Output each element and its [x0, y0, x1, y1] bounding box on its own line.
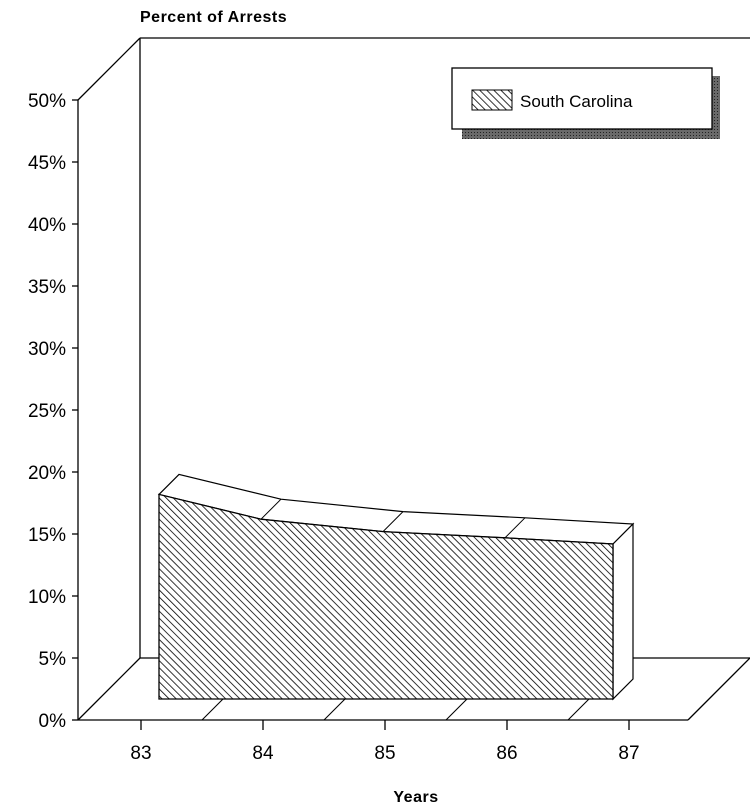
legend: South Carolina	[451, 67, 720, 139]
x-tick-label: 86	[496, 743, 517, 764]
depth-bottom-right-line	[687, 657, 750, 721]
area-top-divider	[504, 517, 526, 539]
y-tick-label: 20%	[28, 463, 66, 484]
y-tick-label: 0%	[39, 711, 67, 732]
area-side-face	[612, 522, 634, 701]
y-tick-label: 10%	[28, 587, 66, 608]
x-tick-label: 87	[618, 743, 639, 764]
area-top-divider	[260, 498, 282, 520]
area-front-face	[158, 493, 614, 700]
y-tick-label: 5%	[39, 649, 67, 670]
legend-swatch	[471, 89, 513, 111]
y-axis-title: Percent of Arrests	[140, 9, 287, 26]
y-tick-label: 45%	[28, 153, 66, 174]
y-tick-label: 35%	[28, 277, 66, 298]
x-axis-title: Years	[393, 789, 438, 806]
x-tick-label: 85	[374, 743, 395, 764]
y-tick-label: 30%	[28, 339, 66, 360]
depth-top-line	[77, 37, 141, 101]
y-tick-label: 25%	[28, 401, 66, 422]
area-series-south-carolina	[157, 473, 635, 701]
legend-label-south-carolina: South Carolina	[520, 92, 633, 111]
x-tick-label: 84	[252, 743, 274, 764]
area-top-divider	[382, 511, 404, 532]
y-tick-label: 50%	[28, 91, 66, 112]
y-tick-label: 40%	[28, 215, 66, 236]
x-tick-label: 83	[130, 743, 151, 764]
y-tick-label: 15%	[28, 525, 66, 546]
y-ticks: 0% 5% 10% 15% 20% 25% 30% 35% 40% 45% 50%	[28, 91, 78, 732]
depth-bottom-left-line	[77, 657, 141, 721]
